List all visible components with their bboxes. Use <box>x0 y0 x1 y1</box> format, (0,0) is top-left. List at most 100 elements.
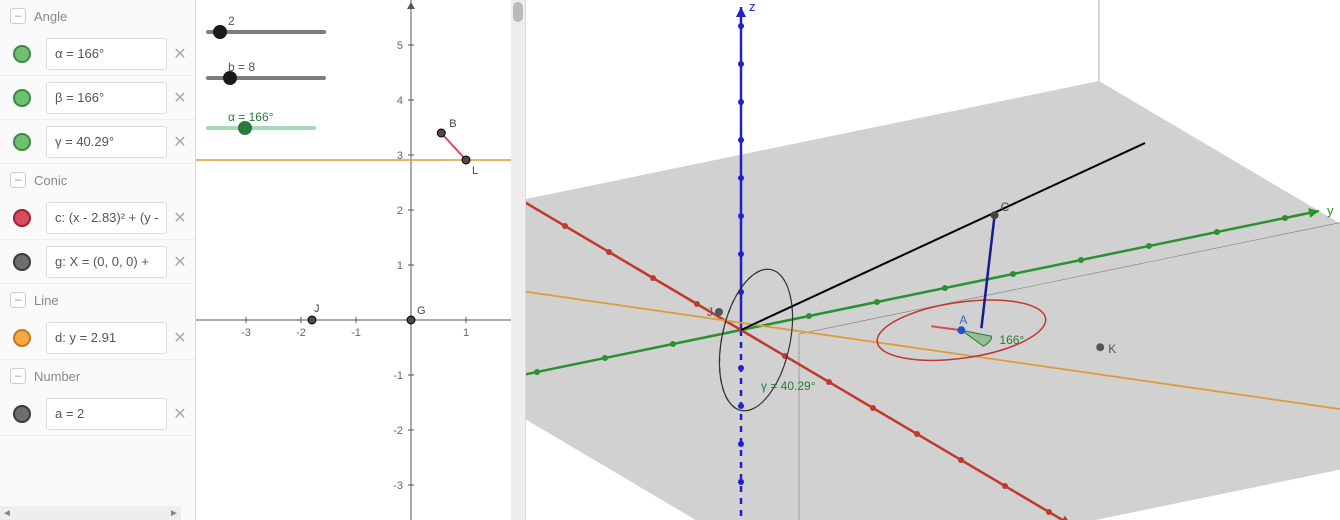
algebra-item[interactable]: γ = 40.29°✕ <box>0 120 195 164</box>
slider-track[interactable] <box>206 76 326 80</box>
algebra-item-label[interactable]: β = 166° <box>46 82 167 114</box>
axis-tick <box>670 341 676 347</box>
visibility-toggle-icon[interactable] <box>13 133 31 151</box>
axis-tick <box>738 403 744 409</box>
visibility-toggle-icon[interactable] <box>13 253 31 271</box>
svg-text:-3: -3 <box>393 480 403 492</box>
point-J[interactable] <box>308 316 316 324</box>
axis-tick <box>942 285 948 291</box>
visibility-toggle-icon[interactable] <box>13 89 31 107</box>
algebra-item-label[interactable]: g: X = (0, 0, 0) + <box>46 246 167 278</box>
visibility-toggle-icon[interactable] <box>13 209 31 227</box>
slider[interactable]: α = 166° <box>206 110 316 130</box>
point-B[interactable] <box>437 129 445 137</box>
collapse-icon[interactable]: – <box>10 8 26 24</box>
graphics-3d-view[interactable]: zy166°AKCJγ = 40.29° <box>526 0 1340 520</box>
axis-tick <box>738 213 744 219</box>
slider-knob[interactable] <box>213 25 227 39</box>
section-header-angle[interactable]: –Angle <box>0 0 195 32</box>
axis-tick <box>534 369 540 375</box>
svg-text:-2: -2 <box>393 425 403 437</box>
axis-tick <box>606 249 612 255</box>
svg-text:-1: -1 <box>393 370 403 382</box>
delete-icon[interactable]: ✕ <box>169 44 191 64</box>
visibility-toggle-icon[interactable] <box>13 405 31 423</box>
axis-tick <box>870 405 876 411</box>
point-J[interactable] <box>715 308 723 316</box>
delete-icon[interactable]: ✕ <box>169 252 191 272</box>
algebra-item-label[interactable]: α = 166° <box>46 38 167 70</box>
slider-track[interactable] <box>206 126 316 130</box>
svg-text:1: 1 <box>463 327 469 339</box>
graphics-3d-canvas[interactable]: zy166°AKCJγ = 40.29° <box>526 0 1340 520</box>
red-segment[interactable] <box>441 133 466 160</box>
axis-tick <box>874 299 880 305</box>
algebra-panel[interactable]: –Angleα = 166°✕β = 166°✕γ = 40.29°✕–Coni… <box>0 0 196 520</box>
axis-tick <box>738 61 744 67</box>
axis-tick <box>738 175 744 181</box>
delete-icon[interactable]: ✕ <box>169 404 191 424</box>
slider[interactable]: b = 8 <box>206 60 326 80</box>
point-C[interactable] <box>991 211 999 219</box>
svg-text:-1: -1 <box>351 327 361 339</box>
angle-label-166: 166° <box>999 333 1024 347</box>
point-label: B <box>449 118 456 130</box>
xy-plane <box>526 81 1340 520</box>
axis-tick <box>1002 483 1008 489</box>
algebra-item[interactable]: a = 2✕ <box>0 392 195 436</box>
slider[interactable]: 2 <box>206 14 326 34</box>
delete-icon[interactable]: ✕ <box>169 132 191 152</box>
axis-tick <box>738 23 744 29</box>
delete-icon[interactable]: ✕ <box>169 328 191 348</box>
graphics-2d-view[interactable]: -3-2-11-3-2-1123456BLJGI 2b = 8α = 166° <box>196 0 526 520</box>
algebra-item[interactable]: d: y = 2.91✕ <box>0 316 195 360</box>
section-title: Angle <box>34 9 67 24</box>
svg-text:-3: -3 <box>241 327 251 339</box>
algebra-item-label[interactable]: a = 2 <box>46 398 167 430</box>
collapse-icon[interactable]: – <box>10 172 26 188</box>
point-A[interactable] <box>957 326 965 334</box>
view2d-v-scrollbar[interactable] <box>511 0 525 520</box>
algebra-item[interactable]: α = 166°✕ <box>0 32 195 76</box>
collapse-icon[interactable]: – <box>10 368 26 384</box>
section-title: Line <box>34 293 59 308</box>
algebra-item-label[interactable]: γ = 40.29° <box>46 126 167 158</box>
point-label: J <box>314 303 320 315</box>
axis-tick <box>602 355 608 361</box>
point-G[interactable] <box>407 316 415 324</box>
delete-icon[interactable]: ✕ <box>169 208 191 228</box>
algebra-item-label[interactable]: d: y = 2.91 <box>46 322 167 354</box>
algebra-item[interactable]: β = 166°✕ <box>0 76 195 120</box>
visibility-toggle-icon[interactable] <box>13 45 31 63</box>
algebra-h-scrollbar[interactable]: ◄ ► <box>0 506 181 520</box>
svg-text:-2: -2 <box>296 327 306 339</box>
slider-track[interactable] <box>206 30 326 34</box>
visibility-toggle-icon[interactable] <box>13 329 31 347</box>
delete-icon[interactable]: ✕ <box>169 88 191 108</box>
algebra-item-label[interactable]: c: (x - 2.83)² + (y - <box>46 202 167 234</box>
algebra-item[interactable]: g: X = (0, 0, 0) +✕ <box>0 240 195 284</box>
axis-tick <box>738 137 744 143</box>
axis-tick <box>1146 243 1152 249</box>
point-L[interactable] <box>462 156 470 164</box>
z-axis-label: z <box>749 0 756 14</box>
scroll-right-icon[interactable]: ► <box>167 506 181 520</box>
collapse-icon[interactable]: – <box>10 292 26 308</box>
axis-tick <box>958 457 964 463</box>
section-header-conic[interactable]: –Conic <box>0 164 195 196</box>
point-label-C: C <box>1001 200 1010 214</box>
slider-knob[interactable] <box>238 121 252 135</box>
slider-label: 2 <box>228 14 326 28</box>
scroll-left-icon[interactable]: ◄ <box>0 506 14 520</box>
section-header-line[interactable]: –Line <box>0 284 195 316</box>
svg-text:4: 4 <box>397 95 403 107</box>
slider-knob[interactable] <box>223 71 237 85</box>
svg-text:1: 1 <box>397 260 403 272</box>
point-K[interactable] <box>1096 343 1104 351</box>
section-header-number[interactable]: –Number <box>0 360 195 392</box>
z-axis-arrow-icon <box>736 7 746 17</box>
axis-tick <box>562 223 568 229</box>
point-label-K: K <box>1108 342 1116 356</box>
algebra-item[interactable]: c: (x - 2.83)² + (y -✕ <box>0 196 195 240</box>
axis-tick <box>1010 271 1016 277</box>
